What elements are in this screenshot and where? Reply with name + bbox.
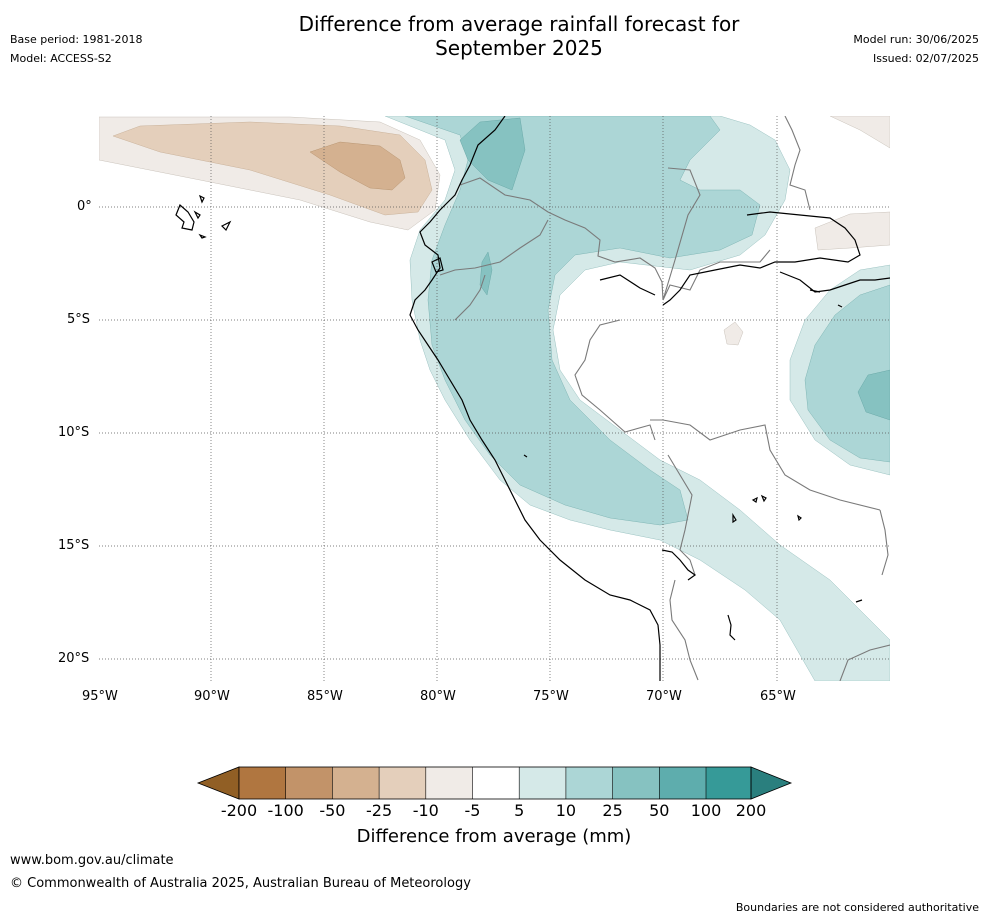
- coastline: [175, 116, 890, 681]
- colorbar: [196, 766, 793, 800]
- colorbar-tick: -200: [220, 801, 258, 820]
- issued-text: Issued: 02/07/2025: [872, 52, 979, 65]
- colorbar-bin: [519, 767, 566, 799]
- lon-label: 65°W: [760, 689, 796, 704]
- colorbar-bin: [379, 767, 426, 799]
- dry-anomaly-east: [814, 211, 890, 251]
- lat-label: 10°S: [58, 425, 90, 440]
- lon-label: 70°W: [646, 689, 682, 704]
- colorbar-bin: [239, 767, 286, 799]
- colorbar-bin: [706, 767, 751, 799]
- wet-anomaly-north-patch: [459, 117, 526, 191]
- colorbar-tick: 50: [649, 801, 670, 820]
- dry-anomaly-northeast: [829, 116, 890, 149]
- colorbar-bin: [425, 767, 473, 799]
- wet-anomaly-east-strong: [857, 369, 890, 421]
- colorbar-tick: -100: [267, 801, 304, 820]
- colorbar-bin: [565, 767, 613, 799]
- country-borders: [439, 116, 890, 681]
- colorbar-bin: [332, 767, 380, 799]
- lon-label: 95°W: [82, 689, 118, 704]
- colorbar-tick: -25: [366, 801, 393, 820]
- model-run-text: Model run: 30/06/2025: [853, 33, 979, 46]
- colorbar-tick: 100: [690, 801, 722, 820]
- colorbar-bin: [612, 767, 660, 799]
- colorbar-tick: 25: [602, 801, 623, 820]
- colorbar-label: Difference from average (mm): [356, 826, 632, 847]
- colorbar-tick: -5: [464, 801, 481, 820]
- colorbar-bin: [472, 767, 520, 799]
- colorbar-tick: 5: [514, 801, 525, 820]
- lon-label: 75°W: [533, 689, 569, 704]
- lat-label: 15°S: [58, 538, 90, 553]
- colorbar-tick: 10: [555, 801, 577, 820]
- lat-label: 5°S: [67, 312, 91, 327]
- lon-label: 80°W: [420, 689, 456, 704]
- dry-anomaly-inland: [723, 321, 744, 346]
- lat-label: 0°: [77, 199, 92, 214]
- lat-label: 20°S: [58, 651, 90, 666]
- map-area: [99, 116, 890, 681]
- dry-anomaly-strong: [309, 141, 406, 191]
- colorbar-tick: 200: [735, 801, 767, 820]
- wet-anomaly-main: [404, 116, 761, 526]
- graticule: [99, 116, 890, 681]
- wet-anomaly-coast-patch: [479, 251, 493, 296]
- base-period-text: Base period: 1981-2018: [10, 33, 143, 46]
- disclaimer-text: Boundaries are not considered authoritat…: [735, 901, 979, 914]
- copyright-text: © Commonwealth of Australia 2025, Austra…: [10, 876, 471, 891]
- source-url: www.bom.gov.au/climate: [10, 853, 174, 868]
- colorbar-bin: [659, 767, 706, 799]
- lon-label: 90°W: [194, 689, 230, 704]
- title-line-2: September 2025: [435, 36, 603, 60]
- lon-label: 85°W: [307, 689, 343, 704]
- colorbar-bin: [285, 767, 333, 799]
- title-line-1: Difference from average rainfall forecas…: [298, 12, 740, 36]
- colorbar-high-extend: [750, 766, 793, 800]
- model-text: Model: ACCESS-S2: [10, 52, 112, 65]
- colorbar-tick: -10: [412, 801, 439, 820]
- wet-anomaly-east-main: [804, 284, 890, 463]
- map-title: Difference from average rainfall forecas…: [194, 12, 844, 60]
- colorbar-low-extend: [196, 766, 240, 800]
- colorbar-tick: -50: [319, 801, 346, 820]
